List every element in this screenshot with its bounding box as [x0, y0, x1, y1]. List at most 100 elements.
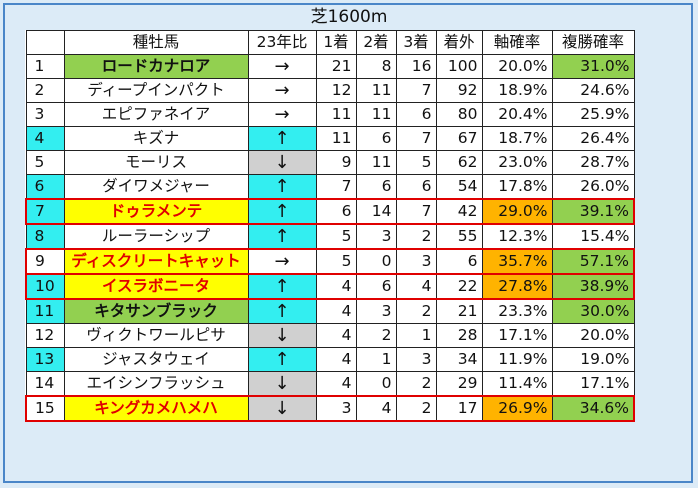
third-place-count: 5	[395, 150, 437, 175]
fuku-rate-cell: 24.6%	[551, 78, 635, 103]
sire-name-cell: モーリス	[63, 150, 249, 175]
header-out: 着外	[435, 30, 483, 55]
fuku-rate-cell: 30.0%	[551, 298, 635, 324]
trend-cell: ↑	[247, 126, 317, 151]
jiku-rate-cell: 20.0%	[481, 54, 553, 79]
third-place-count: 2	[395, 395, 437, 422]
jiku-rate-cell: 23.0%	[481, 150, 553, 175]
first-place-count: 4	[315, 273, 357, 300]
fuku-rate-cell: 39.1%	[551, 198, 635, 225]
fuku-rate-cell: 57.1%	[551, 248, 635, 275]
header-row: 種牡馬 23年比 1着 2着 3着 着外 軸確率 複勝確率	[25, 30, 635, 55]
first-place-count: 5	[315, 223, 357, 250]
out-count: 17	[435, 395, 483, 422]
table-row: 11 キタサンブラック ↑ 4 3 2 21 23.3% 30.0%	[25, 298, 635, 324]
first-place-count: 6	[315, 198, 357, 225]
fuku-rate-cell: 31.0%	[551, 54, 635, 79]
out-count: 55	[435, 223, 483, 250]
fuku-rate-cell: 34.6%	[551, 395, 635, 422]
table-row: 5 モーリス ↓ 9 11 5 62 23.0% 28.7%	[25, 150, 635, 175]
trend-cell: ↓	[247, 323, 317, 348]
out-count: 21	[435, 298, 483, 324]
third-place-count: 2	[395, 223, 437, 250]
sire-name-cell: ドゥラメンテ	[63, 198, 249, 225]
third-place-count: 4	[395, 273, 437, 300]
first-place-count: 9	[315, 150, 357, 175]
second-place-count: 2	[355, 323, 397, 348]
sire-name-cell: ジャスタウェイ	[63, 347, 249, 372]
sire-stats-table: 種牡馬 23年比 1着 2着 3着 着外 軸確率 複勝確率 1 ロードカナロア → 2…	[25, 30, 635, 422]
out-count: 67	[435, 126, 483, 151]
rank-cell: 15	[25, 395, 65, 422]
fuku-rate-cell: 38.9%	[551, 273, 635, 300]
trend-cell: ↓	[247, 371, 317, 397]
first-place-count: 11	[315, 102, 357, 127]
first-place-count: 11	[315, 126, 357, 151]
rank-cell: 12	[25, 323, 65, 348]
third-place-count: 7	[395, 198, 437, 225]
second-place-count: 1	[355, 347, 397, 372]
header-second: 2着	[355, 30, 397, 55]
jiku-rate-cell: 26.9%	[481, 395, 553, 422]
first-place-count: 5	[315, 248, 357, 275]
rank-cell: 4	[25, 126, 65, 151]
outer-frame	[3, 3, 693, 483]
sire-name-cell: ルーラーシップ	[63, 223, 249, 250]
second-place-count: 14	[355, 198, 397, 225]
out-count: 29	[435, 371, 483, 397]
fuku-rate-cell: 28.7%	[551, 150, 635, 175]
trend-cell: ↑	[247, 347, 317, 372]
jiku-rate-cell: 17.1%	[481, 323, 553, 348]
header-rank	[25, 30, 65, 55]
first-place-count: 7	[315, 174, 357, 200]
table-row: 7 ドゥラメンテ ↑ 6 14 7 42 29.0% 39.1%	[25, 198, 635, 225]
table-row: 10 イスラボニータ ↑ 4 6 4 22 27.8% 38.9%	[25, 273, 635, 300]
out-count: 80	[435, 102, 483, 127]
second-place-count: 11	[355, 102, 397, 127]
rank-cell: 9	[25, 248, 65, 275]
second-place-count: 6	[355, 273, 397, 300]
first-place-count: 4	[315, 323, 357, 348]
second-place-count: 3	[355, 223, 397, 250]
third-place-count: 7	[395, 126, 437, 151]
table-row: 1 ロードカナロア → 21 8 16 100 20.0% 31.0%	[25, 54, 635, 79]
sire-name-cell: ダイワメジャー	[63, 174, 249, 200]
header-fuku-rate: 複勝確率	[551, 30, 635, 55]
third-place-count: 16	[395, 54, 437, 79]
header-jiku-rate: 軸確率	[481, 30, 553, 55]
rank-cell: 1	[25, 54, 65, 79]
trend-cell: ↑	[247, 273, 317, 300]
rank-cell: 3	[25, 102, 65, 127]
fuku-rate-cell: 17.1%	[551, 371, 635, 397]
jiku-rate-cell: 20.4%	[481, 102, 553, 127]
rank-cell: 8	[25, 223, 65, 250]
trend-cell: →	[247, 78, 317, 103]
jiku-rate-cell: 18.9%	[481, 78, 553, 103]
third-place-count: 6	[395, 174, 437, 200]
second-place-count: 0	[355, 371, 397, 397]
jiku-rate-cell: 35.7%	[481, 248, 553, 275]
trend-cell: ↑	[247, 174, 317, 200]
rank-cell: 2	[25, 78, 65, 103]
trend-cell: →	[247, 54, 317, 79]
table-row: 4 キズナ ↑ 11 6 7 67 18.7% 26.4%	[25, 126, 635, 151]
sire-name-cell: キズナ	[63, 126, 249, 151]
first-place-count: 12	[315, 78, 357, 103]
third-place-count: 2	[395, 298, 437, 324]
out-count: 100	[435, 54, 483, 79]
second-place-count: 3	[355, 298, 397, 324]
rank-cell: 13	[25, 347, 65, 372]
second-place-count: 4	[355, 395, 397, 422]
second-place-count: 6	[355, 174, 397, 200]
sire-name-cell: イスラボニータ	[63, 273, 249, 300]
second-place-count: 8	[355, 54, 397, 79]
table-row: 6 ダイワメジャー ↑ 7 6 6 54 17.8% 26.0%	[25, 174, 635, 200]
third-place-count: 7	[395, 78, 437, 103]
first-place-count: 4	[315, 298, 357, 324]
header-first: 1着	[315, 30, 357, 55]
rank-cell: 11	[25, 298, 65, 324]
trend-cell: →	[247, 248, 317, 275]
rank-cell: 14	[25, 371, 65, 397]
trend-cell: ↓	[247, 150, 317, 175]
out-count: 62	[435, 150, 483, 175]
